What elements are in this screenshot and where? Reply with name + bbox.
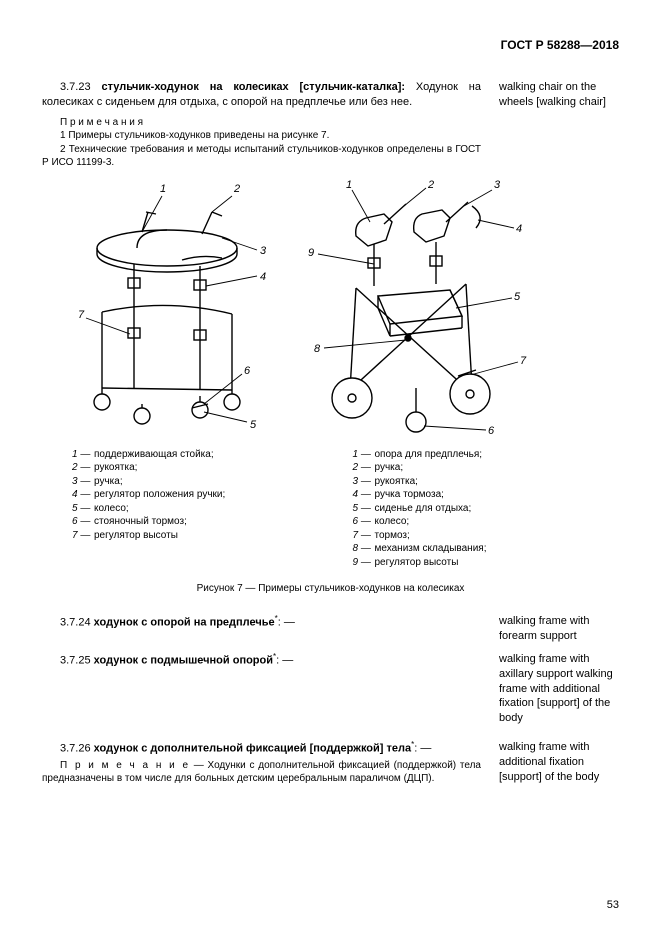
entry-3726: 3.7.26 ходунок с дополнительной фиксацие… [42,740,619,786]
legend-item: 5 — сиденье для отдыха; [353,502,620,516]
svg-text:4: 4 [516,223,522,235]
legend-right: 1 — опора для предплечья;2 — ручка;3 — р… [353,448,620,570]
legend-item: 2 — ручка; [353,461,620,475]
legend-item: 9 — регулятор высоты [353,556,620,570]
entry-num: 3.7.24 [60,617,91,629]
entry-en-3723: walking chair on the wheels [walking cha… [499,80,619,170]
note-label: П р и м е ч а н и е [60,760,190,771]
figure-7: 1 2 3 4 5 6 7 [42,178,619,595]
legend-item: 7 — тормоз; [353,529,620,543]
svg-text:6: 6 [244,365,251,377]
note-1: 1 Примеры стульчиков-ходунков приведены … [42,129,481,143]
svg-text:1: 1 [346,179,352,191]
legend-item: 1 — опора для предплечья; [353,448,620,462]
entry-en-3724: walking frame with forearm support [499,614,619,644]
entry-num: 3.7.25 [60,655,91,667]
svg-text:7: 7 [78,309,85,321]
svg-text:7: 7 [520,355,527,367]
svg-text:6: 6 [488,425,495,437]
legend-item: 6 — колесо; [353,515,620,529]
notes-3723: П р и м е ч а н и я 1 Примеры стульчиков… [42,116,481,170]
legend-item: 4 — ручка тормоза; [353,488,620,502]
entry-def: : — [414,743,431,755]
figure-7-caption: Рисунок 7 — Примеры стульчиков-ходунков … [42,583,619,594]
entry-term: ходунок с подмышечной опорой [94,655,273,667]
legend-item: 3 — ручка; [72,475,339,489]
svg-text:9: 9 [308,247,314,259]
doc-header: ГОСТ Р 58288—2018 [42,38,619,52]
page-number: 53 [607,899,619,911]
entry-en-3726: walking frame with additional fixation [… [499,740,619,786]
svg-text:4: 4 [260,271,266,283]
entry-term: ходунок с опорой на предплечье [94,617,275,629]
svg-text:5: 5 [514,291,521,303]
figure-7-right-svg: 1 2 3 4 5 6 7 8 9 [296,178,536,438]
legend-item: 7 — регулятор высоты [72,529,339,543]
entry-3724: 3.7.24 ходунок с опорой на предплечье*: … [42,614,619,644]
entry-num: 3.7.23 [60,81,91,93]
svg-text:3: 3 [494,179,501,191]
legend-item: 8 — механизм складывания; [353,542,620,556]
entry-en-3725: walking frame with axillary support walk… [499,652,619,726]
entry-num: 3.7.26 [60,743,91,755]
entry-3723: 3.7.23 стульчик-ходунок на колесиках [ст… [42,80,619,170]
legend-item: 5 — колесо; [72,502,339,516]
svg-text:8: 8 [314,343,321,355]
notes-label: П р и м е ч а н и я [42,116,481,130]
entry-def: : — [276,655,293,667]
legend-item: 1 — поддерживающая стойка; [72,448,339,462]
entry-term: стульчик-ходунок на колесиках [стульчик-… [101,81,405,93]
svg-text:3: 3 [260,245,267,257]
svg-text:5: 5 [250,419,257,431]
svg-text:2: 2 [233,183,240,195]
entry-3725: 3.7.25 ходунок с подмышечной опорой*: — … [42,652,619,726]
legend-item: 4 — регулятор положения ручки; [72,488,339,502]
legend-item: 2 — рукоятка; [72,461,339,475]
svg-text:2: 2 [427,179,434,191]
entry-term: ходунок с дополнительной фиксацией [подд… [94,743,411,755]
svg-text:1: 1 [160,183,166,195]
legend-left: 1 — поддерживающая стойка;2 — рукоятка;3… [72,448,339,570]
legend-item: 3 — рукоятка; [353,475,620,489]
entry-def: : — [278,617,295,629]
legend-item: 6 — стояночный тормоз; [72,515,339,529]
figure-7-left-svg: 1 2 3 4 5 6 7 [72,178,282,438]
note-2: 2 Технические требования и методы испыта… [42,143,481,170]
